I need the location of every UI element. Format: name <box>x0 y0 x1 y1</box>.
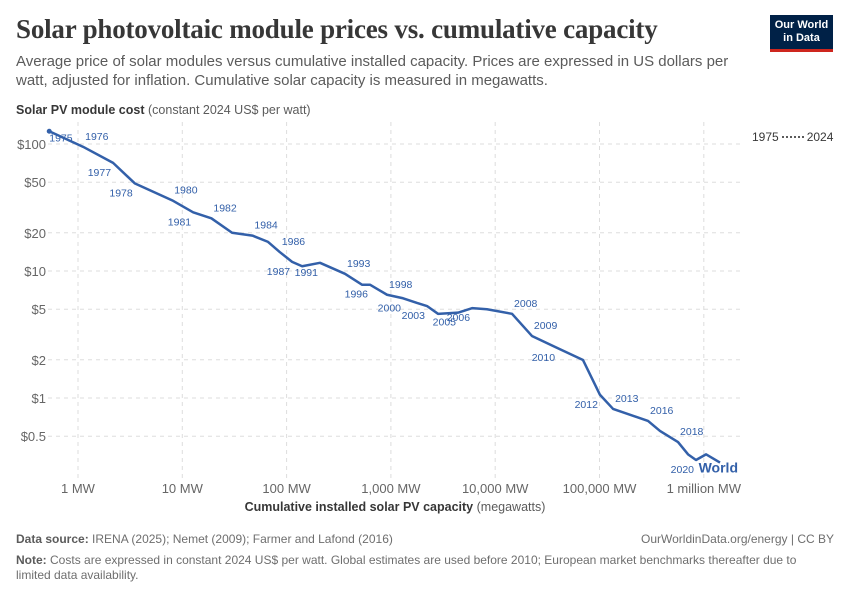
note-label: Note: <box>16 553 47 567</box>
logo-line-2: in Data <box>783 32 820 44</box>
y-tick-label: $1 <box>32 391 46 406</box>
year-label-2000: 2000 <box>378 302 402 314</box>
x-axis-label-unit: (megawatts) <box>476 500 546 514</box>
chart-title: Solar photovoltaic module prices vs. cum… <box>16 14 658 44</box>
year-label-2003: 2003 <box>402 310 426 322</box>
year-label-1980: 1980 <box>174 184 198 196</box>
x-axis-label: Cumulative installed solar PV capacity (… <box>0 500 790 514</box>
x-axis-label-bold: Cumulative installed solar PV capacity <box>244 500 474 514</box>
year-label-2018: 2018 <box>680 426 704 438</box>
note-text: Costs are expressed in constant 2024 US$… <box>16 553 797 582</box>
year-label-2020: 2020 <box>671 464 695 476</box>
year-label-1981: 1981 <box>168 216 192 228</box>
y-tick-label: $5 <box>32 302 46 317</box>
time-legend: 1975 2024 <box>752 130 833 144</box>
year-label-1987: 1987 <box>267 266 291 278</box>
year-label-1982: 1982 <box>213 202 237 214</box>
y-axis-label: Solar PV module cost (constant 2024 US$ … <box>16 103 311 117</box>
year-label-1986: 1986 <box>282 236 306 248</box>
logo-line-1: Our World <box>774 19 829 31</box>
year-label-1975: 1975 <box>49 132 73 144</box>
chart-subtitle: Average price of solar modules versus cu… <box>16 53 729 89</box>
year-label-1996: 1996 <box>345 289 369 301</box>
series-label-world: World <box>699 460 738 476</box>
legend-end: 2024 <box>806 130 834 144</box>
year-label-1984: 1984 <box>254 220 278 232</box>
year-label-2010: 2010 <box>532 352 556 364</box>
year-label-2012: 2012 <box>575 399 599 411</box>
year-label-2005: 2005 <box>433 317 457 329</box>
x-tick-label: 100,000 MW <box>563 481 637 496</box>
year-label-2016: 2016 <box>650 405 674 417</box>
owid-logo[interactable]: Our World in Data <box>770 15 833 52</box>
year-label-1976: 1976 <box>85 131 109 143</box>
y-tick-label: $10 <box>24 264 46 279</box>
y-tick-label: $50 <box>24 175 46 190</box>
x-tick-label: 1,000 MW <box>361 481 421 496</box>
year-label-1977: 1977 <box>88 167 112 179</box>
year-label-1998: 1998 <box>389 279 413 291</box>
x-tick-label: 1 million MW <box>667 481 742 496</box>
footer-note: Note: Costs are expressed in constant 20… <box>16 553 816 583</box>
y-tick-label: $2 <box>32 353 46 368</box>
y-tick-label: $20 <box>24 226 46 241</box>
data-source: IRENA (2025); Nemet (2009); Farmer and L… <box>92 532 393 546</box>
y-tick-label: $0.5 <box>21 429 46 444</box>
year-label-2013: 2013 <box>615 393 639 405</box>
footer-source: Data source: IRENA (2025); Nemet (2009);… <box>16 532 393 547</box>
year-label-1978: 1978 <box>109 187 133 199</box>
x-tick-label: 1 MW <box>61 481 96 496</box>
source-label: Data source: <box>16 532 89 546</box>
legend-start: 1975 <box>752 130 779 144</box>
y-tick-label: $100 <box>17 137 46 152</box>
year-label-1991: 1991 <box>295 267 319 279</box>
year-label-2006: 2006 <box>447 312 471 324</box>
y-axis-label-unit: (constant 2024 US$ per watt) <box>148 103 311 117</box>
y-axis-label-bold: Solar PV module cost <box>16 103 145 117</box>
year-label-2009: 2009 <box>534 320 558 332</box>
year-label-1993: 1993 <box>347 258 371 270</box>
legend-arrow-icon <box>781 136 804 138</box>
x-tick-label: 10 MW <box>162 481 204 496</box>
x-tick-label: 100 MW <box>262 481 311 496</box>
source-link[interactable]: OurWorldinData.org/energy | CC BY <box>641 532 834 546</box>
x-tick-label: 10,000 MW <box>462 481 529 496</box>
series-line-world <box>48 130 721 464</box>
year-label-2008: 2008 <box>514 298 538 310</box>
